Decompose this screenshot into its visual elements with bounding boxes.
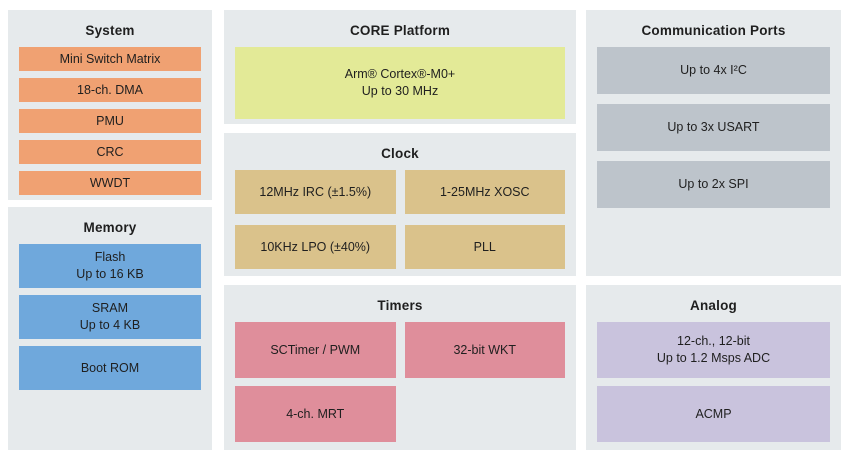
timers-block-grid: SCTimer / PWM 32-bit WKT 4-ch. MRT [235,322,565,442]
block-flash: Flash Up to 16 KB [19,244,201,288]
block-lpo: 10KHz LPO (±40%) [235,225,396,269]
core-platform-panel-title: CORE Platform [349,23,451,38]
clock-panel: Clock 12MHz IRC (±1.5%) 1-25MHz XOSC 10K… [224,133,576,276]
block-irc: 12MHz IRC (±1.5%) [235,170,396,214]
block-boot-rom: Boot ROM [19,346,201,390]
core-block-list: Arm® Cortex®-M0+ Up to 30 MHz [235,47,565,119]
block-dma: 18-ch. DMA [19,78,201,102]
block-adc: 12-ch., 12-bit Up to 1.2 Msps ADC [597,322,830,378]
clock-panel-title: Clock [381,146,419,161]
left-column: System Mini Switch Matrix 18-ch. DMA PMU… [8,10,212,450]
system-panel-title: System [85,23,135,38]
block-cortex-m0: Arm® Cortex®-M0+ Up to 30 MHz [235,47,565,119]
middle-column: CORE Platform Arm® Cortex®-M0+ Up to 30 … [224,10,576,450]
communication-block-list: Up to 4x I²C Up to 3x USART Up to 2x SPI [597,47,830,208]
core-platform-panel: CORE Platform Arm® Cortex®-M0+ Up to 30 … [224,10,576,124]
memory-block-list: Flash Up to 16 KB SRAM Up to 4 KB Boot R… [19,244,201,390]
block-spi: Up to 2x SPI [597,161,830,208]
memory-panel-title: Memory [83,220,137,235]
system-panel: System Mini Switch Matrix 18-ch. DMA PMU… [8,10,212,200]
clock-block-grid: 12MHz IRC (±1.5%) 1-25MHz XOSC 10KHz LPO… [235,170,565,269]
block-usart: Up to 3x USART [597,104,830,151]
block-pll: PLL [404,225,565,269]
block-mini-switch-matrix: Mini Switch Matrix [19,47,201,71]
timers-panel-title: Timers [377,298,423,313]
block-wkt: 32-bit WKT [404,322,565,378]
right-column: Communication Ports Up to 4x I²C Up to 3… [586,10,841,450]
block-sctimer-pwm: SCTimer / PWM [235,322,396,378]
block-i2c: Up to 4x I²C [597,47,830,94]
block-xosc: 1-25MHz XOSC [404,170,565,214]
analog-panel-title: Analog [690,298,737,313]
block-pmu: PMU [19,109,201,133]
block-crc: CRC [19,140,201,164]
communication-ports-panel-title: Communication Ports [641,23,786,38]
analog-block-list: 12-ch., 12-bit Up to 1.2 Msps ADC ACMP [597,322,830,442]
block-mrt: 4-ch. MRT [235,386,396,442]
memory-panel: Memory Flash Up to 16 KB SRAM Up to 4 KB… [8,207,212,450]
block-sram: SRAM Up to 4 KB [19,295,201,339]
timers-panel: Timers SCTimer / PWM 32-bit WKT 4-ch. MR… [224,285,576,450]
system-block-list: Mini Switch Matrix 18-ch. DMA PMU CRC WW… [19,47,201,195]
communication-ports-panel: Communication Ports Up to 4x I²C Up to 3… [586,10,841,276]
block-acmp: ACMP [597,386,830,442]
analog-panel: Analog 12-ch., 12-bit Up to 1.2 Msps ADC… [586,285,841,450]
block-wwdt: WWDT [19,171,201,195]
